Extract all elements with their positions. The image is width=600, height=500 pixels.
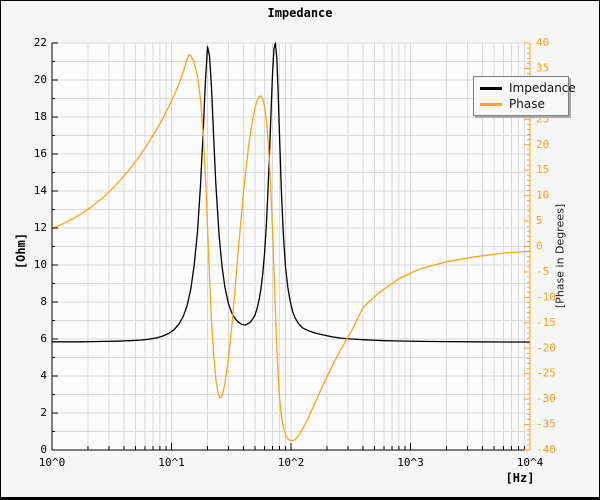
legend-item-phase: Phase — [480, 97, 562, 111]
left-tick-label: 10 — [34, 258, 47, 271]
right-tick-label: 0 — [536, 240, 543, 253]
right-tick-label: -5 — [536, 265, 549, 278]
left-tick-label: 0 — [40, 443, 47, 456]
right-tick-label: -10 — [536, 290, 556, 303]
right-tick-label: -40 — [536, 443, 556, 456]
x-axis-label: [Hz] — [505, 471, 535, 485]
left-tick-label: 6 — [40, 332, 47, 345]
x-tick-label: 10^4 — [517, 456, 544, 469]
x-tick-label: 10^2 — [278, 456, 305, 469]
left-tick-label: 16 — [34, 147, 47, 160]
left-tick-label: 2 — [40, 406, 47, 419]
chart-title: Impedance — [267, 6, 333, 20]
right-tick-label: -20 — [536, 341, 556, 354]
x-tick-label: 10^0 — [39, 456, 66, 469]
legend: Impedance Phase — [473, 76, 576, 116]
left-axis-label: [Ohm] — [14, 232, 28, 270]
impedance-line-swatch — [480, 86, 502, 90]
right-axis-label: [Phase in Degrees] — [553, 203, 567, 309]
x-tick-label: 10^1 — [158, 456, 185, 469]
right-tick-label: 20 — [536, 138, 549, 151]
left-tick-label: 14 — [34, 184, 48, 197]
left-tick-label: 22 — [34, 36, 47, 49]
x-tick-label: 10^3 — [397, 456, 424, 469]
legend-label-impedance: Impedance — [509, 81, 576, 95]
right-tick-label: 35 — [536, 61, 549, 74]
right-tick-label: 15 — [536, 163, 549, 176]
right-tick-label: 5 — [536, 214, 543, 227]
right-tick-label: 10 — [536, 189, 549, 202]
phase-curve — [51, 54, 531, 442]
left-tick-label: 8 — [40, 295, 47, 308]
left-tick-label: 12 — [34, 221, 47, 234]
phase-line-swatch — [480, 102, 502, 106]
impedance-curve — [51, 42, 531, 343]
legend-label-phase: Phase — [509, 97, 545, 111]
left-tick-label: 18 — [34, 110, 47, 123]
legend-item-impedance: Impedance — [480, 81, 576, 95]
right-tick-label: -30 — [536, 392, 556, 405]
right-tick-label: -15 — [536, 316, 556, 329]
right-tick-label: 40 — [536, 36, 549, 49]
left-tick-label: 4 — [40, 369, 47, 382]
right-tick-label: -25 — [536, 367, 556, 380]
right-tick-label: -35 — [536, 418, 556, 431]
left-tick-label: 20 — [34, 73, 47, 86]
